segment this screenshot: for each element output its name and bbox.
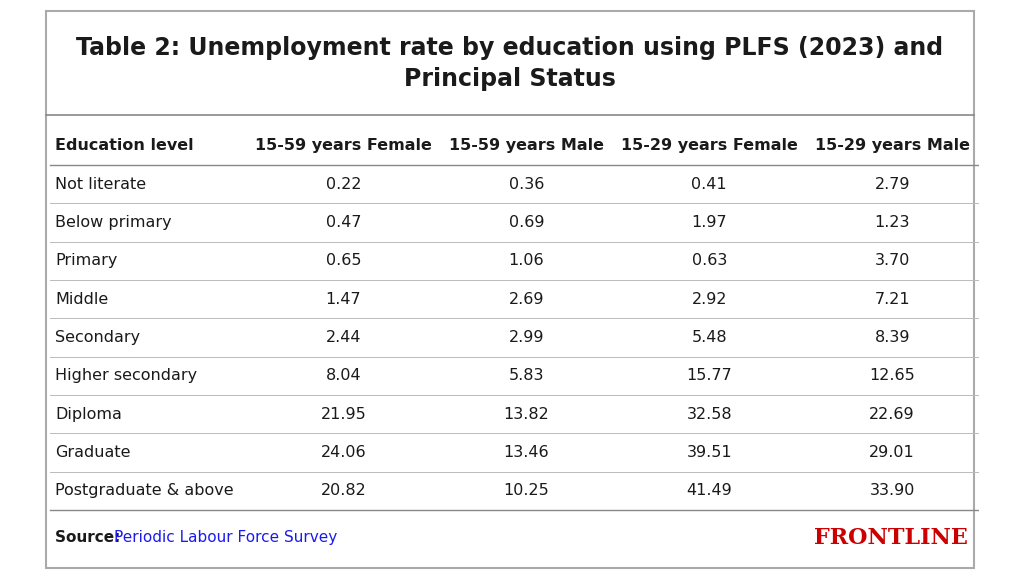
Text: Middle: Middle bbox=[55, 292, 108, 307]
Text: 15-59 years Male: 15-59 years Male bbox=[448, 139, 603, 154]
Text: 15-59 years Female: 15-59 years Female bbox=[255, 139, 432, 154]
Text: 29.01: 29.01 bbox=[868, 445, 914, 460]
Text: 13.82: 13.82 bbox=[503, 407, 549, 422]
Text: 2.92: 2.92 bbox=[691, 292, 727, 307]
Text: 15.77: 15.77 bbox=[686, 368, 732, 384]
Text: 1.97: 1.97 bbox=[691, 215, 727, 230]
Text: 0.41: 0.41 bbox=[691, 177, 727, 191]
Text: 24.06: 24.06 bbox=[320, 445, 366, 460]
Text: 2.69: 2.69 bbox=[508, 292, 543, 307]
Text: 0.36: 0.36 bbox=[508, 177, 543, 191]
Text: Periodic Labour Force Survey: Periodic Labour Force Survey bbox=[114, 530, 337, 545]
Text: Source:: Source: bbox=[55, 530, 125, 545]
Text: Diploma: Diploma bbox=[55, 407, 122, 422]
FancyBboxPatch shape bbox=[46, 12, 973, 567]
Text: Secondary: Secondary bbox=[55, 330, 141, 345]
Text: 15-29 years Female: 15-29 years Female bbox=[621, 139, 797, 154]
Text: 1.23: 1.23 bbox=[873, 215, 909, 230]
Text: 5.48: 5.48 bbox=[691, 330, 727, 345]
Text: 41.49: 41.49 bbox=[686, 484, 732, 498]
Text: FRONTLINE: FRONTLINE bbox=[813, 527, 967, 549]
Text: Higher secondary: Higher secondary bbox=[55, 368, 197, 384]
Text: 5.83: 5.83 bbox=[508, 368, 543, 384]
Text: 22.69: 22.69 bbox=[868, 407, 914, 422]
Text: 0.69: 0.69 bbox=[508, 215, 543, 230]
Text: 2.44: 2.44 bbox=[325, 330, 361, 345]
Text: 7.21: 7.21 bbox=[873, 292, 909, 307]
Text: Education level: Education level bbox=[55, 139, 194, 154]
Text: 0.47: 0.47 bbox=[325, 215, 361, 230]
Text: 1.47: 1.47 bbox=[325, 292, 361, 307]
Text: Table 2: Unemployment rate by education using PLFS (2023) and
Principal Status: Table 2: Unemployment rate by education … bbox=[76, 36, 943, 91]
Text: 3.70: 3.70 bbox=[873, 253, 909, 268]
Text: 32.58: 32.58 bbox=[686, 407, 732, 422]
Text: 15-29 years Male: 15-29 years Male bbox=[814, 139, 969, 154]
Text: 8.04: 8.04 bbox=[325, 368, 361, 384]
Text: 0.22: 0.22 bbox=[325, 177, 361, 191]
Text: 1.06: 1.06 bbox=[508, 253, 544, 268]
Text: Not literate: Not literate bbox=[55, 177, 146, 191]
Text: 10.25: 10.25 bbox=[503, 484, 549, 498]
Text: Primary: Primary bbox=[55, 253, 117, 268]
Text: 0.63: 0.63 bbox=[691, 253, 727, 268]
Text: Postgraduate & above: Postgraduate & above bbox=[55, 484, 233, 498]
Text: Below primary: Below primary bbox=[55, 215, 171, 230]
Text: 33.90: 33.90 bbox=[868, 484, 914, 498]
Text: 8.39: 8.39 bbox=[873, 330, 909, 345]
Text: 2.99: 2.99 bbox=[508, 330, 543, 345]
Text: 21.95: 21.95 bbox=[320, 407, 366, 422]
Text: 2.79: 2.79 bbox=[873, 177, 909, 191]
Text: 20.82: 20.82 bbox=[320, 484, 366, 498]
Text: 39.51: 39.51 bbox=[686, 445, 732, 460]
Text: 12.65: 12.65 bbox=[868, 368, 914, 384]
Text: 0.65: 0.65 bbox=[325, 253, 361, 268]
Text: Graduate: Graduate bbox=[55, 445, 130, 460]
Text: 13.46: 13.46 bbox=[503, 445, 548, 460]
